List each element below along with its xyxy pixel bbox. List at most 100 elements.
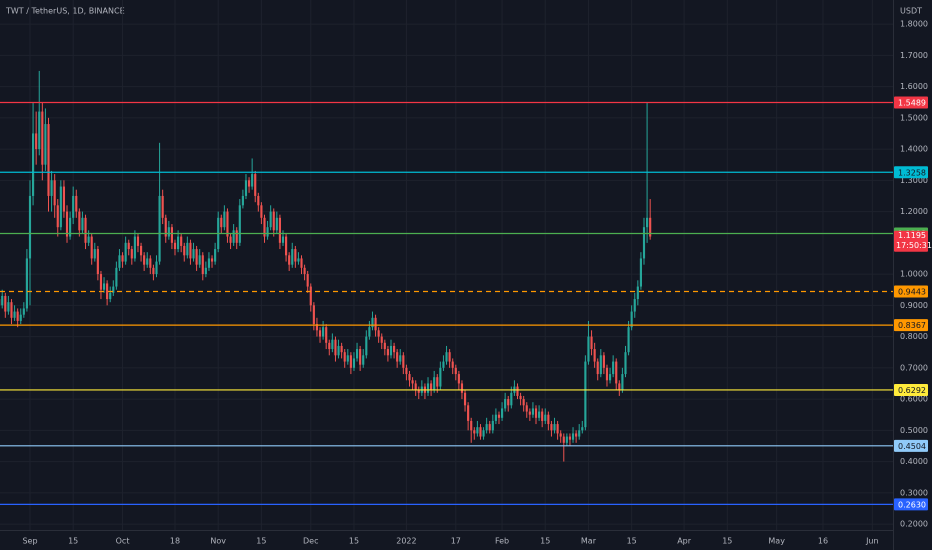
candle-body <box>451 361 454 368</box>
candle-body <box>254 174 257 196</box>
candle-body <box>346 355 349 362</box>
x-tick-label: 15 <box>540 537 550 546</box>
candle-body <box>25 258 28 309</box>
candle-body <box>1 295 4 306</box>
level-label: 0.4504 <box>898 442 926 451</box>
candle-body <box>646 217 649 228</box>
candle-body <box>352 358 356 368</box>
candle-body <box>173 242 177 250</box>
candle-body <box>294 249 297 262</box>
candle-body <box>281 236 285 243</box>
y-tick-label: 1.2000 <box>900 207 928 216</box>
candle-body <box>377 330 380 337</box>
y-tick-label: 1.3000 <box>900 176 928 185</box>
candle-body <box>102 283 106 290</box>
candle-body <box>414 383 417 390</box>
candle-body <box>180 236 183 246</box>
candle-body <box>19 314 22 321</box>
candle-body <box>454 367 457 375</box>
candle-body <box>139 245 143 256</box>
candle-body <box>124 242 127 262</box>
x-tick-label: Nov <box>210 537 226 546</box>
candle-body <box>553 424 556 431</box>
candle-body <box>192 249 195 259</box>
candle-body <box>528 411 531 415</box>
candle-body <box>53 180 56 206</box>
candle-body <box>510 392 513 406</box>
candle-body <box>565 436 568 443</box>
candle-body <box>112 286 115 293</box>
candle-body <box>599 355 602 375</box>
candle-body <box>81 217 84 231</box>
candle-body <box>263 217 266 237</box>
candle-body <box>633 299 636 312</box>
candle-body <box>72 195 75 218</box>
candle-body <box>232 230 235 243</box>
y-tick-label: 0.6000 <box>900 395 928 404</box>
candle-body <box>470 420 473 431</box>
y-tick-label: 0.8000 <box>900 332 928 341</box>
candle-body <box>87 236 90 243</box>
candle-body <box>624 352 627 375</box>
candle-body <box>426 383 430 393</box>
level-label-box <box>894 439 928 452</box>
candle-body <box>41 111 44 165</box>
candle-body <box>439 367 442 387</box>
candle-body <box>136 236 140 246</box>
y-tick-label: 1.6000 <box>900 82 928 91</box>
x-tick-label: 15 <box>627 537 637 546</box>
candle-body <box>337 345 340 356</box>
candle-body <box>334 339 337 356</box>
candle-body <box>152 267 155 275</box>
candle-body <box>448 352 451 362</box>
level-label: 1.5489 <box>898 99 926 108</box>
candle-body <box>318 330 322 337</box>
candle-body <box>90 236 93 259</box>
candle-body <box>343 352 346 362</box>
candle-body <box>161 195 164 218</box>
level-label: 0.8367 <box>898 321 926 330</box>
candle-body <box>562 436 565 443</box>
candle-body <box>288 255 291 265</box>
y-tick-label: 0.7000 <box>900 363 928 372</box>
candle-body <box>365 336 368 356</box>
candle-body <box>223 211 226 228</box>
candle-body <box>405 367 408 375</box>
candle-body <box>198 255 201 265</box>
candle-body <box>38 111 41 150</box>
candle-body <box>411 380 414 384</box>
candle-body <box>56 205 59 228</box>
candle-body <box>374 317 377 331</box>
candle-body <box>35 133 38 150</box>
candle-body <box>109 292 112 300</box>
candle-body <box>587 336 590 362</box>
candle-body <box>207 258 211 268</box>
candle-body <box>618 383 621 390</box>
candle-body <box>238 205 241 243</box>
x-tick-label: Mar <box>581 537 597 546</box>
candle-body <box>559 433 562 437</box>
y-tick-label: 1.4000 <box>900 145 928 154</box>
candle-body <box>531 408 535 415</box>
candle-body <box>349 355 352 368</box>
candle-body <box>605 367 609 381</box>
candle-body <box>10 302 13 318</box>
candle-body <box>340 345 343 353</box>
candle-body <box>547 414 550 425</box>
candle-body <box>50 180 53 196</box>
candle-body <box>149 258 152 268</box>
candle-body <box>309 286 312 306</box>
candle-body <box>550 424 553 431</box>
candle-body <box>442 361 445 368</box>
level-label-box <box>894 96 928 109</box>
candle-body <box>16 311 19 321</box>
candle-body <box>488 424 491 431</box>
candle-body <box>93 249 96 259</box>
candle-body <box>204 267 207 275</box>
level-label-box <box>894 319 928 332</box>
candle-body <box>602 355 605 368</box>
x-tick-label: Dec <box>303 537 318 546</box>
candle-body <box>516 386 519 396</box>
